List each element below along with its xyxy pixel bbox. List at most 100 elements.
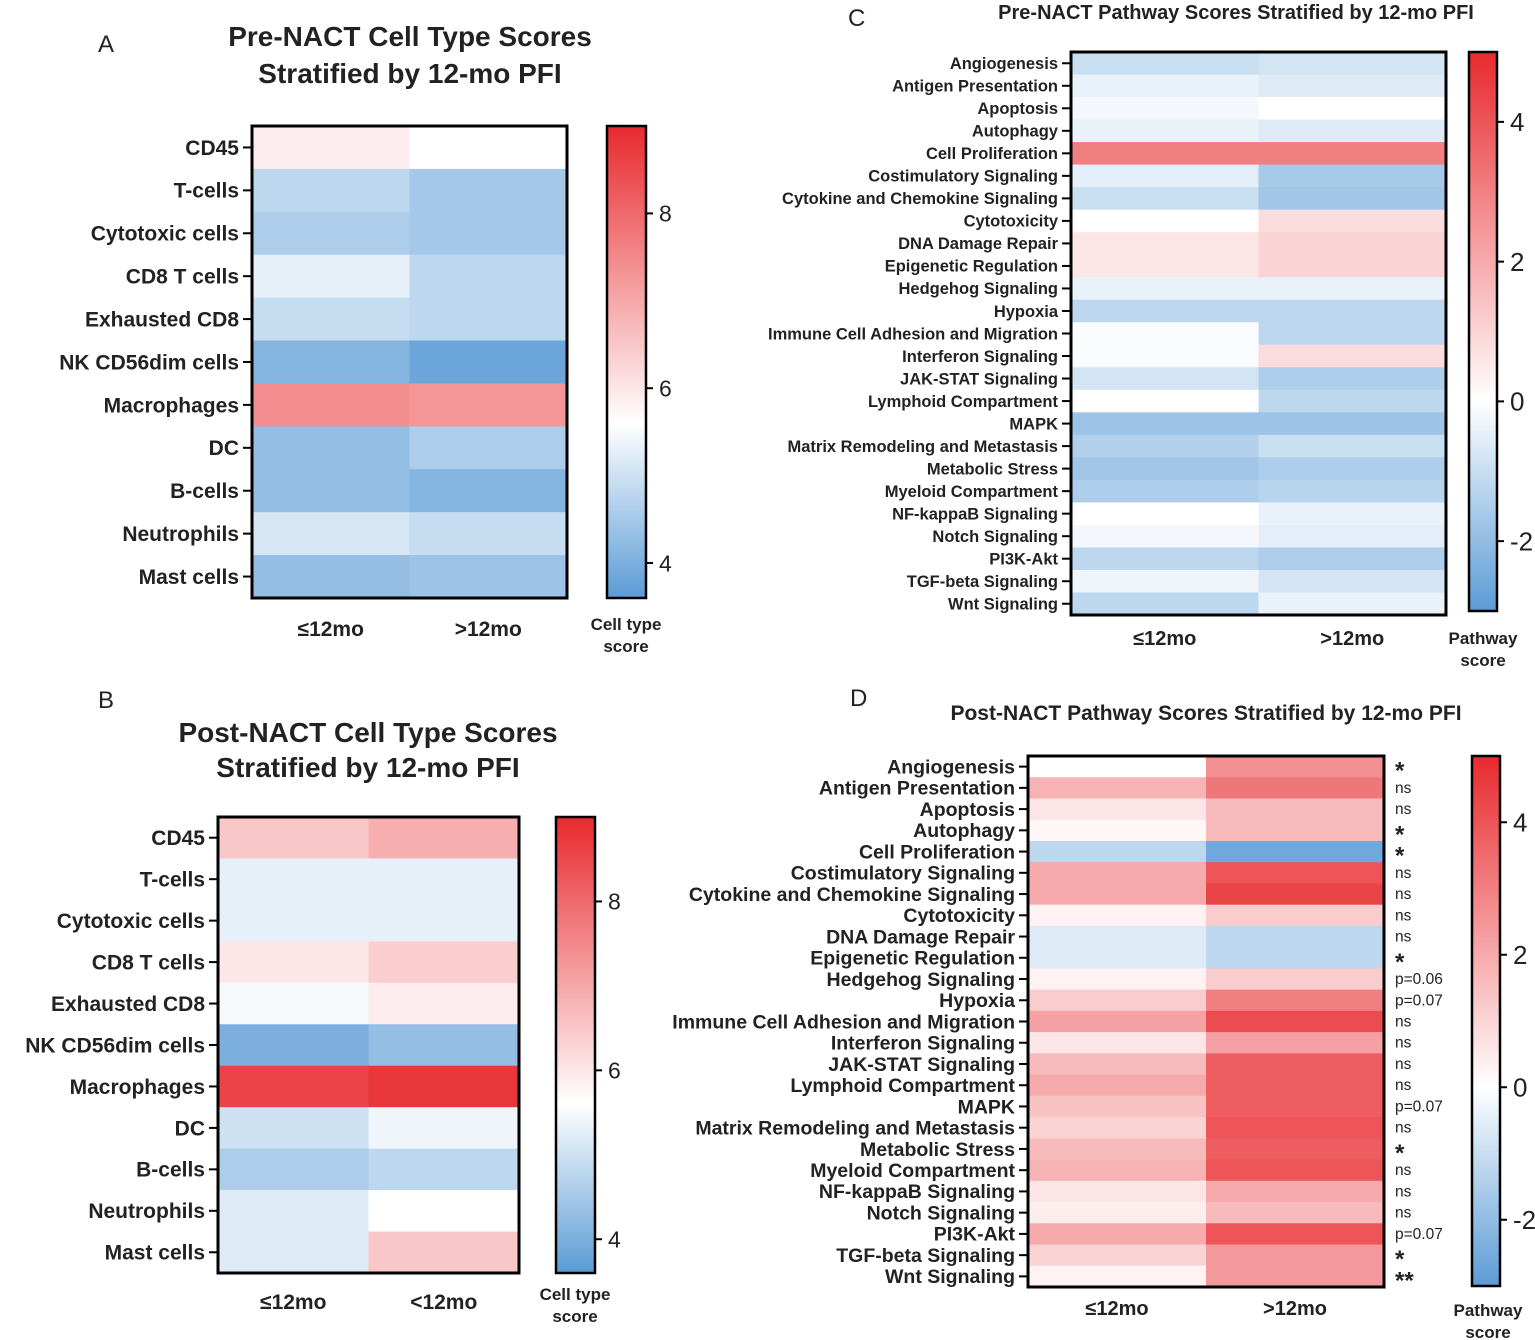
row-label: Hypoxia xyxy=(994,303,1059,321)
heatmap-cell xyxy=(1258,322,1447,346)
significance-label: ns xyxy=(1395,1205,1412,1222)
heatmap-cell xyxy=(1206,1095,1385,1118)
row-label: DNA Damage Repair xyxy=(826,926,1015,948)
heatmap-cell xyxy=(1028,883,1207,906)
row-label: Exhausted CD8 xyxy=(51,993,205,1016)
row-label: Epigenetic Regulation xyxy=(810,948,1015,970)
row-label: Cytokine and Chemokine Signaling xyxy=(689,884,1015,906)
heatmap-cell xyxy=(1028,862,1207,884)
row-label: Notch Signaling xyxy=(867,1202,1015,1224)
significance-label: * xyxy=(1395,1140,1405,1167)
heatmap-cell xyxy=(1258,232,1447,256)
heatmap-cell xyxy=(1206,819,1385,842)
heatmap-cell xyxy=(1028,840,1207,863)
panel-title: Pre-NACT Pathway Scores Stratified by 12… xyxy=(998,2,1474,24)
heatmap-cell xyxy=(1258,52,1447,76)
heatmap-cell xyxy=(1206,883,1385,906)
row-label: CD8 T cells xyxy=(126,266,239,289)
colorbar-tick-label: 2 xyxy=(1510,247,1524,277)
heatmap-cell xyxy=(1258,74,1447,98)
heatmap-cell xyxy=(1258,187,1447,211)
row-label: Neutrophils xyxy=(88,1200,205,1223)
column-label: ≤12mo xyxy=(298,618,364,641)
significance-label: ns xyxy=(1395,1077,1412,1094)
row-label: Notch Signaling xyxy=(932,528,1058,546)
heatmap-cell xyxy=(1258,97,1447,121)
heatmap-cell xyxy=(1071,119,1259,143)
heatmap-cell xyxy=(1258,412,1447,436)
row-label: JAK-STAT Signaling xyxy=(900,370,1058,388)
heatmap-cell xyxy=(409,126,568,170)
row-label: Hedgehog Signaling xyxy=(899,280,1059,298)
row-label: NF-kappaB Signaling xyxy=(819,1181,1015,1203)
row-label: Myeloid Compartment xyxy=(885,483,1059,501)
colorbar-label: Cell type xyxy=(540,1285,611,1304)
row-label: NK CD56dim cells xyxy=(59,351,239,374)
colorbar-label: Pathway xyxy=(1454,1301,1524,1320)
significance-label: * xyxy=(1395,821,1405,848)
colorbar-tick-label: -2 xyxy=(1513,1205,1535,1235)
row-label: MAPK xyxy=(1009,415,1058,433)
heatmap-cell xyxy=(252,211,410,256)
panel-b: B Post-NACT Cell Type Scores Stratified by… xyxy=(25,687,621,1326)
heatmap-cell xyxy=(1028,756,1207,778)
panel-c: C Pre-NACT Pathway Scores Stratified by 1… xyxy=(768,2,1533,670)
heatmap-cell xyxy=(1258,592,1447,616)
row-label: Angiogenesis xyxy=(887,756,1015,778)
heatmap-cell xyxy=(409,211,568,256)
row-label: T-cells xyxy=(140,869,205,892)
heatmap-cell xyxy=(1071,592,1259,616)
heatmap-cell xyxy=(1206,1138,1385,1161)
heatmap-cell xyxy=(252,297,410,342)
row-label: Myeloid Compartment xyxy=(810,1160,1015,1182)
heatmap-cell xyxy=(252,469,410,513)
heatmap-cell xyxy=(218,1231,369,1274)
colorbar-tick-label: 0 xyxy=(1513,1073,1527,1103)
row-label: TGF-beta Signaling xyxy=(836,1245,1015,1267)
row-label: Autophagy xyxy=(972,123,1059,141)
heatmap-cell xyxy=(1258,479,1447,503)
heatmap-cell xyxy=(218,1107,369,1150)
heatmap-cell xyxy=(1206,1074,1385,1097)
heatmap-cell xyxy=(1071,97,1259,121)
heatmap-cell xyxy=(252,512,410,556)
row-label: NF-kappaB Signaling xyxy=(892,505,1058,523)
heatmap-cell xyxy=(218,1065,369,1108)
heatmap-cell xyxy=(1258,367,1447,391)
heatmap-cell xyxy=(1206,756,1385,778)
colorbar-tick-label: 2 xyxy=(1513,940,1527,970)
heatmap-cell xyxy=(1071,164,1259,188)
heatmap-cell xyxy=(368,1148,520,1191)
row-label: Cytotoxicity xyxy=(964,213,1059,231)
heatmap-cell xyxy=(409,383,568,427)
row-label: Interferon Signaling xyxy=(831,1033,1015,1055)
heatmap-cell xyxy=(1206,1180,1385,1203)
heatmap-cell xyxy=(1258,524,1447,548)
row-label: Cell Proliferation xyxy=(926,145,1058,163)
heatmap-cell xyxy=(1028,947,1207,969)
heatmap-cell xyxy=(1028,1223,1207,1246)
row-label: B-cells xyxy=(170,480,239,503)
heatmap-cell xyxy=(1258,209,1447,233)
heatmap-cell xyxy=(1028,798,1207,821)
colorbar-label: score xyxy=(552,1307,597,1326)
row-label: Apoptosis xyxy=(920,799,1015,821)
heatmap-cell xyxy=(1071,142,1259,166)
heatmap-cell xyxy=(1258,502,1447,526)
heatmap-cell xyxy=(1028,1265,1207,1288)
row-label: Exhausted CD8 xyxy=(85,308,239,331)
row-label: Immune Cell Adhesion and Migration xyxy=(672,1011,1015,1033)
heatmap-cell xyxy=(368,817,520,859)
colorbar-label: score xyxy=(1465,1323,1510,1340)
significance-label: * xyxy=(1395,843,1405,870)
row-label: Wnt Signaling xyxy=(885,1266,1015,1288)
significance-label: ** xyxy=(1395,1267,1414,1294)
row-label: DNA Damage Repair xyxy=(898,235,1058,253)
row-label: Lymphoid Compartment xyxy=(868,393,1059,411)
heatmap-cell xyxy=(1071,524,1259,548)
colorbar-gradient xyxy=(556,817,595,1273)
colorbar-label: Cell type xyxy=(591,615,662,634)
row-label: Immune Cell Adhesion and Migration xyxy=(768,325,1058,343)
colorbar-tick-label: 6 xyxy=(608,1058,621,1084)
row-label: PI3K-Akt xyxy=(989,550,1058,568)
